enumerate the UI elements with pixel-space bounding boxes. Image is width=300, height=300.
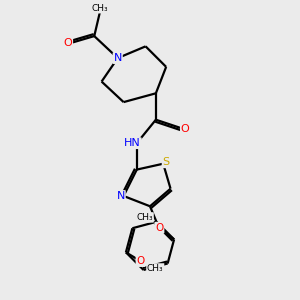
Text: CH₃: CH₃ (136, 213, 153, 222)
Text: N: N (113, 53, 122, 63)
Text: CH₃: CH₃ (147, 264, 164, 273)
Text: O: O (136, 256, 145, 266)
Text: HN: HN (124, 138, 141, 148)
Text: O: O (155, 223, 164, 233)
Text: CH₃: CH₃ (92, 4, 108, 13)
Text: S: S (163, 157, 170, 167)
Text: N: N (116, 191, 125, 201)
Text: O: O (64, 38, 72, 48)
Text: O: O (181, 124, 190, 134)
